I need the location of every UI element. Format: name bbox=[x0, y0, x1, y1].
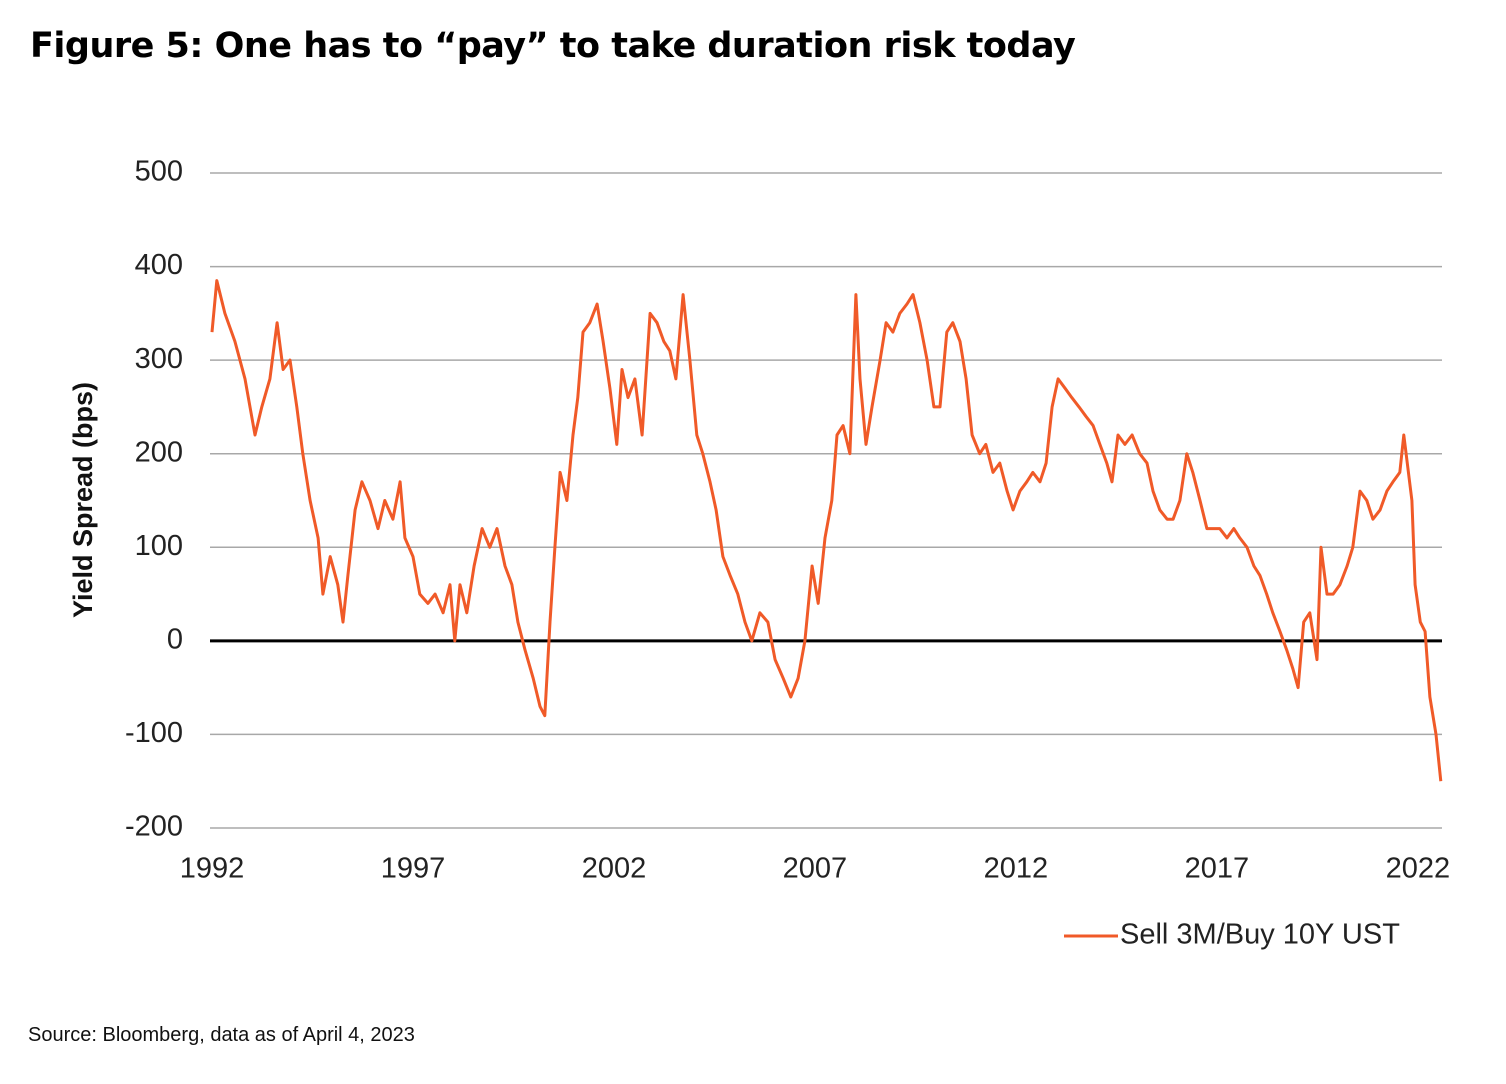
y-tick-label: 500 bbox=[135, 156, 183, 188]
x-tick-label: 2012 bbox=[984, 853, 1049, 885]
source-note: Source: Bloomberg, data as of April 4, 2… bbox=[28, 1024, 415, 1046]
x-tick-label: 2002 bbox=[582, 853, 647, 885]
y-axis-label: Yield Spread (bps) bbox=[68, 382, 98, 618]
x-tick-label: 2022 bbox=[1386, 853, 1451, 885]
x-tick-label: 2017 bbox=[1185, 853, 1250, 885]
x-tick-label: 1992 bbox=[180, 853, 245, 885]
data-line bbox=[210, 279, 1443, 782]
x-tick-label: 2007 bbox=[783, 853, 848, 885]
chart-title: Figure 5: One has to “pay” to take durat… bbox=[30, 26, 1076, 66]
y-tick-label: -200 bbox=[125, 811, 183, 843]
y-tick-label: 0 bbox=[167, 624, 183, 656]
x-tick-label: 1997 bbox=[381, 853, 446, 885]
chart: Yield Spread (bps) -200 -100 0 100 200 300 400… bbox=[68, 156, 1451, 951]
y-tick-label: 100 bbox=[135, 530, 183, 562]
y-tick-label: 400 bbox=[135, 249, 183, 281]
y-tick-label: -100 bbox=[125, 717, 183, 749]
y-tick-label: 300 bbox=[135, 343, 183, 375]
y-tick-label: 200 bbox=[135, 436, 183, 468]
legend-label: Sell 3M/Buy 10Y UST bbox=[1120, 919, 1400, 951]
